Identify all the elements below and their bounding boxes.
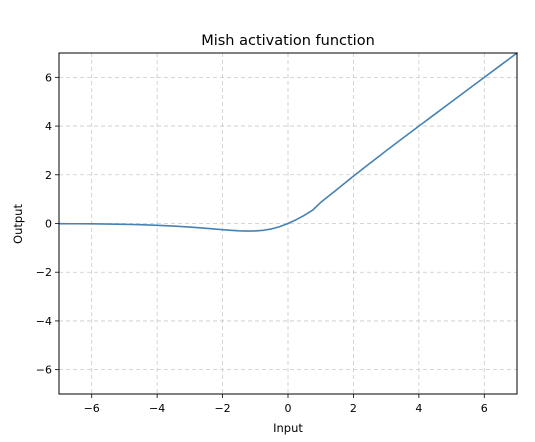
mish-series-line [58,52,518,232]
x-axis-label: Input [273,421,303,435]
x-tick-label: 4 [415,402,422,415]
x-tick-label: 2 [350,402,357,415]
y-tick-label: −6 [36,364,52,377]
y-tick-label: −2 [36,266,52,279]
x-tick-label: −4 [149,402,165,415]
grid [59,53,517,394]
y-tick-label: 0 [45,218,52,231]
y-axis-label: Output [11,204,25,244]
x-tick-label: −6 [84,402,100,415]
y-tick-label: −4 [36,315,52,328]
series-layer [58,52,518,232]
y-tick-label: 6 [45,71,52,84]
x-tick-label: 0 [285,402,292,415]
y-tick-label: 2 [45,169,52,182]
chart-title: Mish activation function [201,33,375,49]
x-tick-label: 6 [481,402,488,415]
x-tick-label: −2 [214,402,230,415]
y-tick-label: 4 [45,120,52,133]
ticks: −6 −4 −2 0 2 4 6 −6 −4 −2 0 2 4 6 [36,71,488,415]
